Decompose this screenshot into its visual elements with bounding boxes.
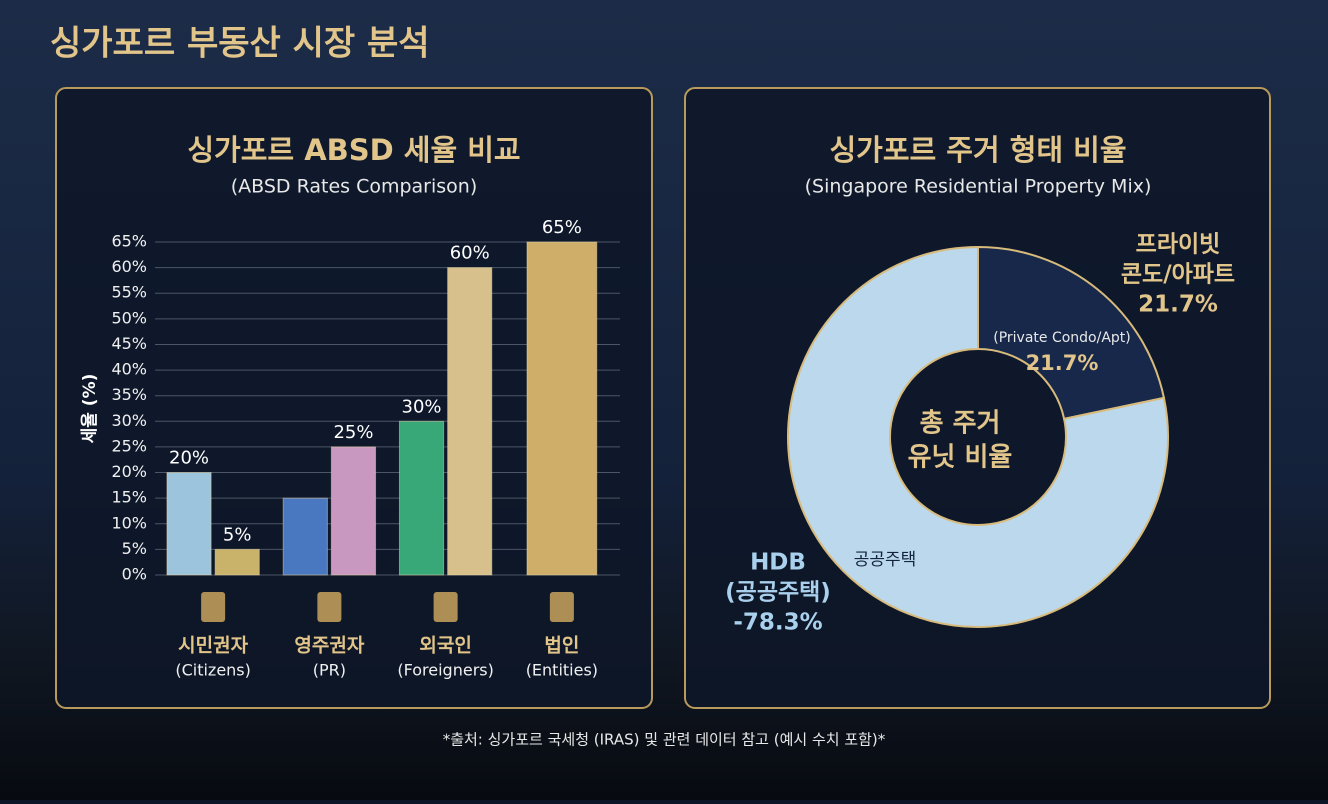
bar [398,420,445,576]
chart-subtitle: (Singapore Residential Property Mix) [805,176,1152,198]
x-tick-label: 영주권자 [294,635,364,657]
x-tick-sublabel: (Foreigners) [397,661,493,680]
outer-label: HDB [750,550,806,576]
center-text: 유닛 비율 [908,443,1013,473]
y-tick-label: 10% [111,513,147,532]
outer-label: 21.7% [1138,292,1218,318]
y-tick-label: 35% [111,385,147,404]
y-tick-label: 55% [111,283,147,302]
y-tick-label: 15% [111,488,147,507]
outer-label: 프라이빗 [1136,232,1221,258]
y-axis-label: 세율 (%) [80,374,100,444]
y-tick-label: 0% [122,565,147,584]
outer-label: (공공주택) [725,580,831,606]
donut-slice [977,245,1166,421]
bar [447,267,493,576]
chart-title: 싱가포르 주거 형태 비율 [829,133,1126,167]
bar [330,446,377,576]
value-label: 25% [333,422,373,443]
bar [214,548,260,576]
y-tick-label: 40% [111,360,147,379]
y-tick-label: 30% [111,411,147,430]
x-tick-sublabel: (Entities) [526,661,598,680]
y-tick-label: 65% [111,232,147,251]
category-icon [317,592,342,622]
x-tick-sublabel: (Citizens) [175,661,251,680]
x-tick-label: 법인 [544,635,579,657]
y-tick-label: 45% [111,334,147,353]
slice-label: 공공주택 [854,550,917,570]
center-text: 총 주거 [920,409,1001,439]
bar [282,497,328,576]
x-tick-sublabel: (PR) [313,661,346,680]
donut-slice [787,245,1169,628]
value-label: 60% [450,243,490,264]
value-label: 30% [402,396,442,417]
chart-title: 싱가포르 ABSD 세율 비교 [187,133,520,167]
value-label: 20% [169,448,209,469]
x-tick-label: 시민권자 [178,635,248,657]
category-icon [433,592,458,622]
x-tick-label: 외국인 [419,635,471,657]
y-tick-label: 60% [111,257,147,276]
page-title: 싱가포르 부동산 시장 분석 [50,24,430,64]
value-label: 65% [542,217,582,238]
bar [526,241,598,576]
value-label: 21.7% [1026,351,1099,375]
footnote: *출처: 싱가포르 국세청 (IRAS) 및 관련 데이터 참고 (예시 수치 … [443,731,886,749]
y-tick-label: 50% [111,308,147,327]
value-label: 5% [223,524,252,545]
category-icon [201,592,226,622]
outer-label: 콘도/아파트 [1121,262,1235,288]
slice-label: (Private Condo/Apt) [993,330,1131,346]
outer-label: -78.3% [733,610,822,636]
y-tick-label: 20% [111,462,147,481]
chart-subtitle: (ABSD Rates Comparison) [231,176,478,198]
y-tick-label: 25% [111,436,147,455]
bar [166,472,212,576]
y-tick-label: 5% [122,539,147,558]
category-icon [549,592,574,622]
